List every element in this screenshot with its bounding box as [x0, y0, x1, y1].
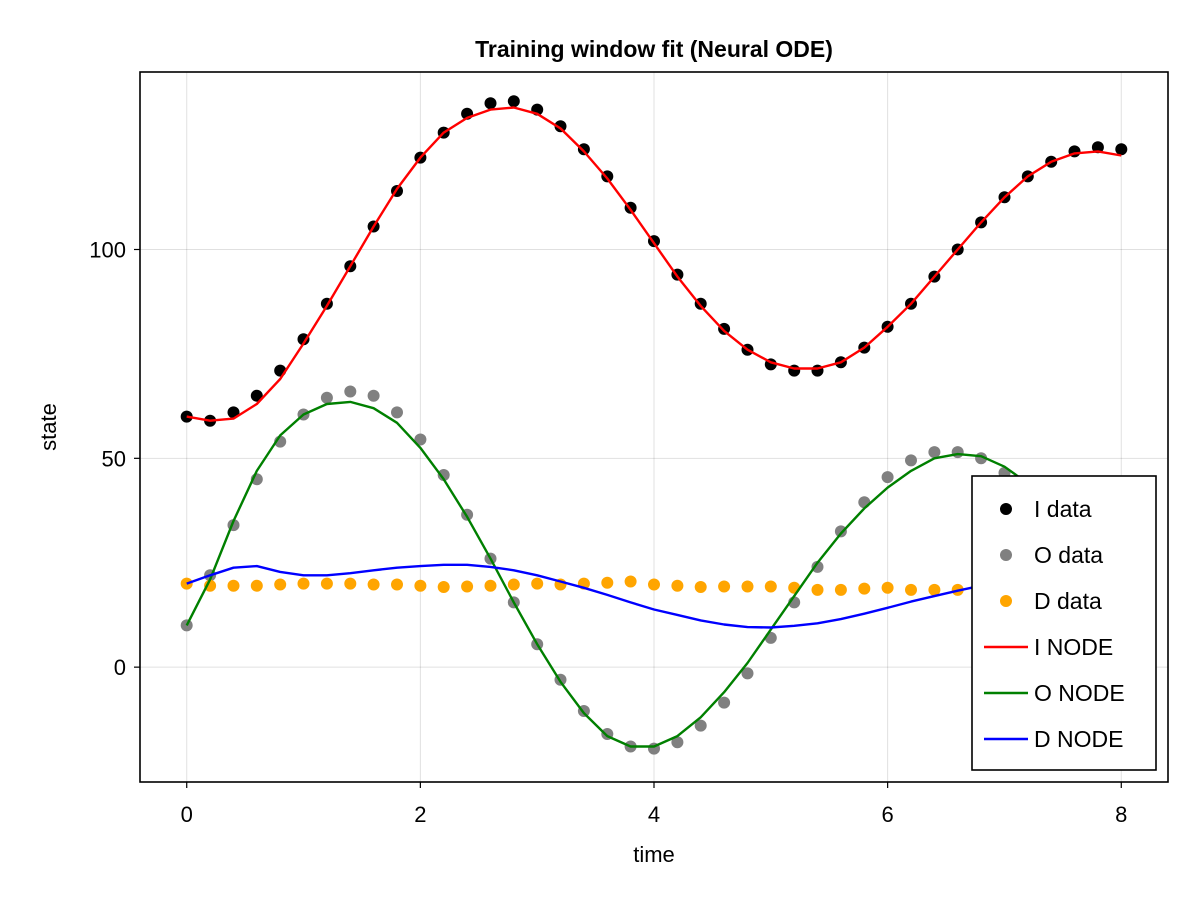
legend-item: D NODE — [984, 726, 1123, 752]
y-tick-label: 100 — [89, 238, 126, 263]
series-line — [185, 400, 1123, 748]
data-point — [858, 582, 871, 595]
data-point — [367, 389, 380, 402]
legend-label: D data — [1034, 588, 1102, 614]
data-point — [484, 579, 497, 592]
series-i-data — [180, 95, 1128, 427]
data-point — [531, 577, 544, 590]
data-point — [437, 581, 450, 593]
data-point — [297, 577, 310, 590]
data-point — [811, 583, 824, 596]
legend-label: I data — [1034, 496, 1092, 522]
data-point — [834, 525, 847, 538]
data-point — [601, 576, 614, 589]
series-line — [186, 106, 1122, 422]
legend-swatch — [1000, 595, 1012, 607]
data-point — [811, 560, 824, 573]
series-o-node — [185, 400, 1123, 748]
data-point — [414, 433, 427, 446]
axis-ticks: 0 2 4 6 8 0 50 100 — [89, 238, 1127, 828]
data-point — [367, 578, 380, 591]
data-point — [414, 579, 427, 592]
legend-label: O NODE — [1034, 680, 1125, 706]
data-point — [624, 575, 637, 588]
series-i-node — [186, 106, 1122, 422]
x-axis-label: time — [633, 842, 675, 867]
legend-item: O data — [1000, 542, 1103, 568]
data-point — [391, 578, 403, 591]
legend-label: O data — [1034, 542, 1103, 568]
y-tick-label: 50 — [102, 446, 126, 471]
data-point — [671, 736, 684, 749]
data-point — [250, 389, 263, 402]
data-point — [881, 471, 894, 484]
data-point — [905, 454, 917, 467]
data-point — [250, 579, 263, 592]
x-tick-label: 8 — [1115, 802, 1127, 827]
x-tick-label: 4 — [648, 802, 660, 827]
data-point — [741, 667, 754, 680]
data-point — [834, 583, 847, 596]
data-point — [718, 696, 731, 709]
data-point — [928, 446, 941, 459]
data-point — [718, 580, 731, 593]
data-point — [507, 578, 520, 591]
data-point — [297, 333, 310, 346]
data-point — [320, 577, 333, 590]
data-point — [391, 406, 403, 419]
data-point — [344, 385, 357, 398]
data-point — [437, 469, 450, 481]
data-point — [577, 143, 590, 156]
data-point — [741, 580, 754, 593]
data-point — [951, 446, 964, 459]
legend-item: I NODE — [984, 634, 1113, 660]
data-point — [274, 578, 287, 591]
data-point — [507, 95, 520, 108]
legend-label: D NODE — [1034, 726, 1123, 752]
data-point — [694, 719, 707, 732]
data-point — [881, 581, 894, 594]
y-axis-label: state — [36, 403, 61, 451]
chart-title: Training window fit (Neural ODE) — [475, 36, 833, 62]
legend: I data O data D data I NODE O NODE D NODE — [971, 475, 1157, 771]
series-line — [186, 563, 1122, 629]
y-tick-label: 0 — [114, 655, 126, 680]
x-tick-label: 0 — [181, 802, 193, 827]
legend-box — [971, 475, 1157, 771]
data-point — [858, 496, 871, 509]
data-point — [1115, 143, 1128, 156]
legend-item: O NODE — [984, 680, 1125, 706]
data-point — [227, 579, 240, 592]
data-point — [671, 579, 684, 592]
data-point — [694, 581, 707, 593]
legend-swatch — [1000, 503, 1012, 515]
data-point — [461, 580, 474, 593]
series-d-node — [186, 563, 1122, 629]
legend-swatch — [1000, 549, 1012, 561]
data-point — [320, 391, 333, 404]
grid — [140, 72, 1168, 782]
data-point — [648, 578, 660, 591]
data-point — [1091, 141, 1104, 154]
data-point — [905, 583, 917, 596]
data-point — [764, 580, 777, 593]
data-point — [344, 577, 357, 590]
data-point — [554, 120, 567, 133]
x-tick-label: 2 — [414, 802, 426, 827]
legend-item: I data — [1000, 496, 1092, 522]
x-tick-label: 6 — [882, 802, 894, 827]
data-point — [928, 583, 941, 596]
legend-item: D data — [1000, 588, 1102, 614]
legend-label: I NODE — [1034, 634, 1113, 660]
data-point — [484, 97, 497, 110]
